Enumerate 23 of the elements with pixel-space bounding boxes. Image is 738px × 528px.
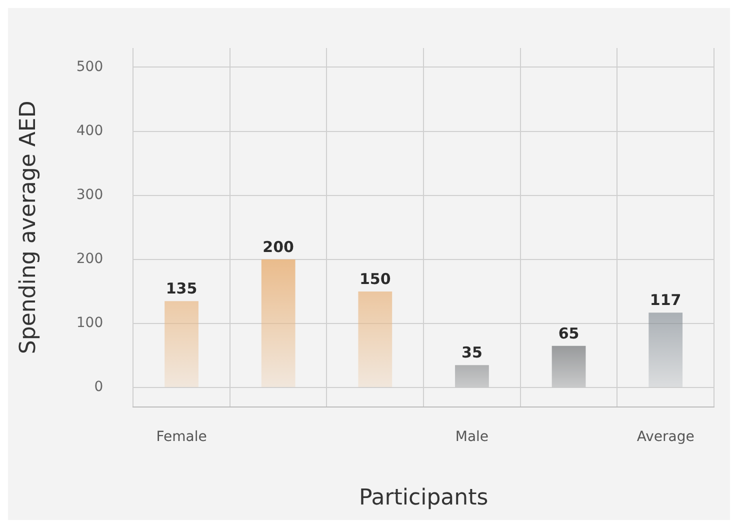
bar	[455, 365, 489, 388]
bar	[261, 259, 296, 388]
x-tick-label: Average	[636, 428, 694, 445]
y-tick-label: 400	[76, 122, 104, 139]
y-tick-label: 200	[76, 251, 104, 268]
y-tick-label: 0	[94, 379, 104, 396]
x-tick-label: Male	[455, 428, 489, 445]
data-label: 150	[360, 270, 391, 288]
x-axis-title: Participants	[358, 486, 488, 511]
bar	[648, 312, 683, 388]
data-label: 117	[650, 291, 682, 310]
y-tick-label: 500	[76, 58, 104, 75]
y-tick-label: 300	[76, 187, 104, 204]
y-axis-title: Spending average AED	[16, 100, 41, 354]
bar	[358, 291, 392, 388]
data-label: 65	[558, 324, 580, 342]
y-tick-label: 100	[76, 315, 104, 332]
bar	[164, 301, 198, 388]
x-tick-label: Female	[156, 428, 207, 445]
bar	[552, 346, 586, 388]
data-label: 200	[262, 238, 294, 256]
data-label: 135	[166, 279, 198, 298]
data-label: 35	[462, 344, 482, 362]
